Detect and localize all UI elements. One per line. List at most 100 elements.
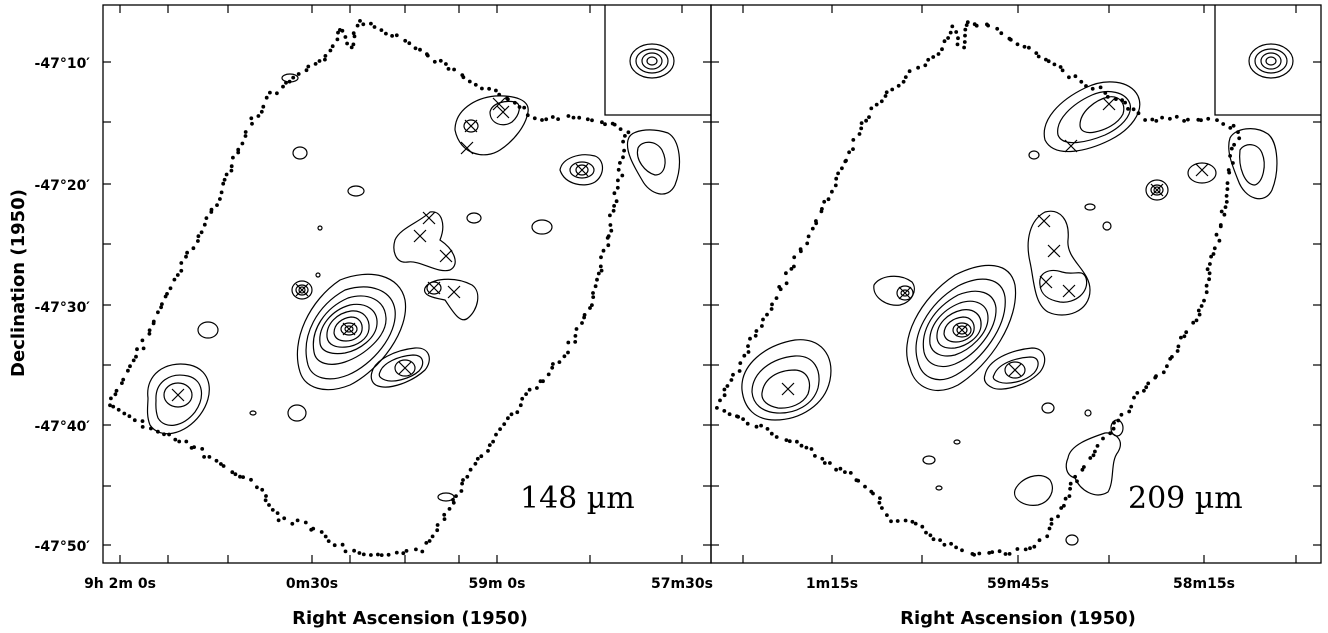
left-panel: 148 µm xyxy=(102,4,712,564)
boundary-dot xyxy=(267,503,271,507)
boundary-dot xyxy=(1032,544,1037,549)
boundary-dot xyxy=(990,550,995,554)
boundary-dot xyxy=(151,319,156,324)
boundary-dot xyxy=(903,518,908,523)
boundary-dot xyxy=(722,387,727,392)
boundary-dot xyxy=(612,204,616,208)
boundary-dot xyxy=(527,387,532,392)
boundary-dot xyxy=(574,327,579,331)
boundary-dot xyxy=(566,350,570,355)
y-tick-label: -47°50′ xyxy=(35,539,91,555)
boundary-dot xyxy=(618,127,623,131)
boundary-dot xyxy=(883,94,888,98)
boundary-dot xyxy=(840,166,844,171)
right-source-markers xyxy=(781,97,1209,396)
boundary-dot xyxy=(179,261,184,265)
boundary-dot xyxy=(596,271,601,276)
boundary-dot xyxy=(614,199,619,204)
boundary-dot xyxy=(175,273,180,277)
boundary-dot xyxy=(591,295,596,299)
boundary-dot xyxy=(345,41,349,46)
boundary-dot xyxy=(727,412,732,417)
boundary-dot xyxy=(1204,290,1209,295)
boundary-dot xyxy=(330,44,335,49)
boundary-dot xyxy=(550,115,555,119)
boundary-dot xyxy=(326,539,331,543)
boundary-dot xyxy=(753,333,758,338)
boundary-dot xyxy=(1044,57,1048,62)
boundary-dot xyxy=(759,423,763,428)
boundary-dot xyxy=(1217,238,1222,243)
boundary-dot xyxy=(738,361,743,365)
boundary-dot xyxy=(1127,409,1132,414)
boundary-dot xyxy=(615,185,620,190)
boundary-dot xyxy=(165,292,169,296)
boundary-dot xyxy=(132,418,137,423)
boundary-dot xyxy=(1007,552,1012,556)
boundary-dot xyxy=(109,396,113,401)
boundary-dot xyxy=(834,467,838,472)
boundary-dot xyxy=(200,447,205,451)
boundary-dot xyxy=(413,46,418,51)
boundary-dot xyxy=(1015,42,1020,47)
boundary-dot xyxy=(616,178,620,183)
boundary-dot xyxy=(168,286,173,291)
boundary-dot xyxy=(1123,100,1127,105)
boundary-dot xyxy=(202,222,207,227)
boundary-dot xyxy=(735,414,739,419)
boundary-dot xyxy=(352,34,357,39)
boundary-dot xyxy=(851,147,855,152)
boundary-dot xyxy=(885,513,889,517)
boundary-dot xyxy=(204,216,209,221)
boundary-dot xyxy=(1237,136,1242,141)
boundary-dot xyxy=(185,250,190,255)
boundary-dot xyxy=(465,474,470,479)
boundary-dot xyxy=(1090,86,1095,91)
boundary-dot xyxy=(290,521,295,526)
boundary-dot xyxy=(623,134,627,138)
boundary-dot xyxy=(255,485,259,490)
boundary-dot xyxy=(591,291,595,295)
boundary-dot xyxy=(746,350,751,354)
right-ticks xyxy=(711,5,1321,563)
boundary-dot xyxy=(281,84,285,89)
boundary-dot xyxy=(111,404,116,409)
boundary-dot xyxy=(822,461,827,465)
boundary-dot xyxy=(600,120,604,125)
boundary-dot xyxy=(761,317,765,322)
boundary-dot xyxy=(219,190,224,195)
x-tick-label: 59m 0s xyxy=(468,576,525,592)
left-source-markers xyxy=(171,97,589,402)
boundary-dot xyxy=(1142,388,1146,393)
boundary-dot xyxy=(243,134,248,138)
boundary-dot xyxy=(215,203,219,208)
boundary-dot xyxy=(1063,496,1068,501)
boundary-dot xyxy=(303,520,308,525)
boundary-dot xyxy=(160,302,164,306)
boundary-dot xyxy=(1067,75,1071,80)
boundary-dot xyxy=(746,344,750,348)
boundary-dot xyxy=(847,150,851,155)
boundary-dot xyxy=(621,139,625,144)
boundary-dot xyxy=(1186,117,1190,122)
boundary-dot xyxy=(965,20,970,25)
boundary-dot xyxy=(233,472,238,477)
boundary-dot xyxy=(608,223,613,227)
boundary-dot xyxy=(1225,187,1230,192)
boundary-dot xyxy=(997,549,1002,554)
boundary-dot xyxy=(270,508,275,512)
boundary-dot xyxy=(218,197,222,201)
boundary-dot xyxy=(451,500,456,505)
boundary-dot xyxy=(131,358,136,363)
boundary-dot xyxy=(599,268,604,273)
boundary-dot xyxy=(407,41,412,46)
boundary-dot xyxy=(261,104,266,109)
boundary-dot xyxy=(1129,404,1134,409)
boundary-dot xyxy=(323,534,328,539)
boundary-dot xyxy=(612,191,617,196)
boundary-dot xyxy=(910,519,915,524)
boundary-dot xyxy=(460,481,464,486)
boundary-dot xyxy=(550,365,555,370)
boundary-dot xyxy=(620,173,625,178)
boundary-dot xyxy=(189,446,194,450)
